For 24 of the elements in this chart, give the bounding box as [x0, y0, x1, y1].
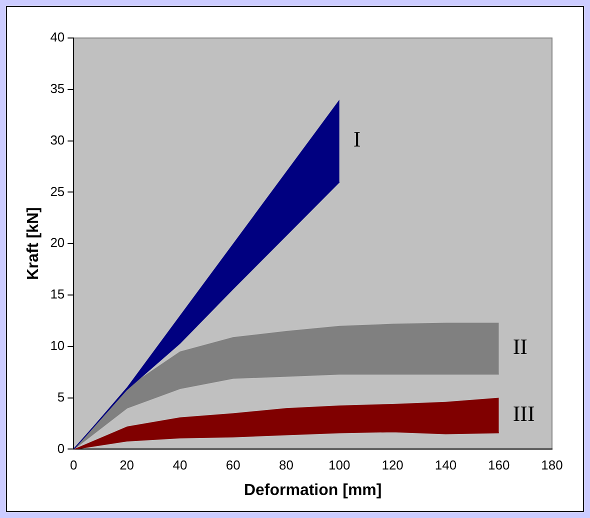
x-tick-label: 60	[226, 458, 240, 473]
y-tick-label: 20	[50, 235, 65, 250]
y-tick-label: 30	[50, 132, 65, 148]
x-tick-label: 80	[279, 458, 294, 473]
x-tick-label: 160	[488, 458, 510, 473]
x-tick-label: 180	[541, 458, 563, 473]
y-tick-label: 25	[50, 184, 65, 199]
y-tick-label: 10	[50, 338, 65, 353]
x-tick-label: 140	[434, 458, 457, 473]
x-tick-label: 20	[120, 458, 134, 473]
x-tick-label: 0	[70, 458, 78, 473]
series-label: I	[353, 126, 361, 152]
x-axis-title: Deformation [mm]	[244, 482, 382, 499]
x-tick-label: 100	[328, 458, 350, 473]
series-label: II	[512, 334, 528, 360]
series-label: III	[512, 401, 535, 426]
y-tick-label: 5	[57, 389, 65, 404]
x-tick-label: 40	[172, 458, 188, 473]
y-tick-label: 0	[57, 440, 65, 456]
y-tick-label: 40	[50, 30, 65, 45]
x-tick-label: 120	[382, 458, 404, 473]
y-tick-label: 35	[50, 80, 65, 96]
y-tick-label: 15	[50, 286, 65, 302]
y-axis-title: Kraft [kN]	[25, 207, 42, 280]
